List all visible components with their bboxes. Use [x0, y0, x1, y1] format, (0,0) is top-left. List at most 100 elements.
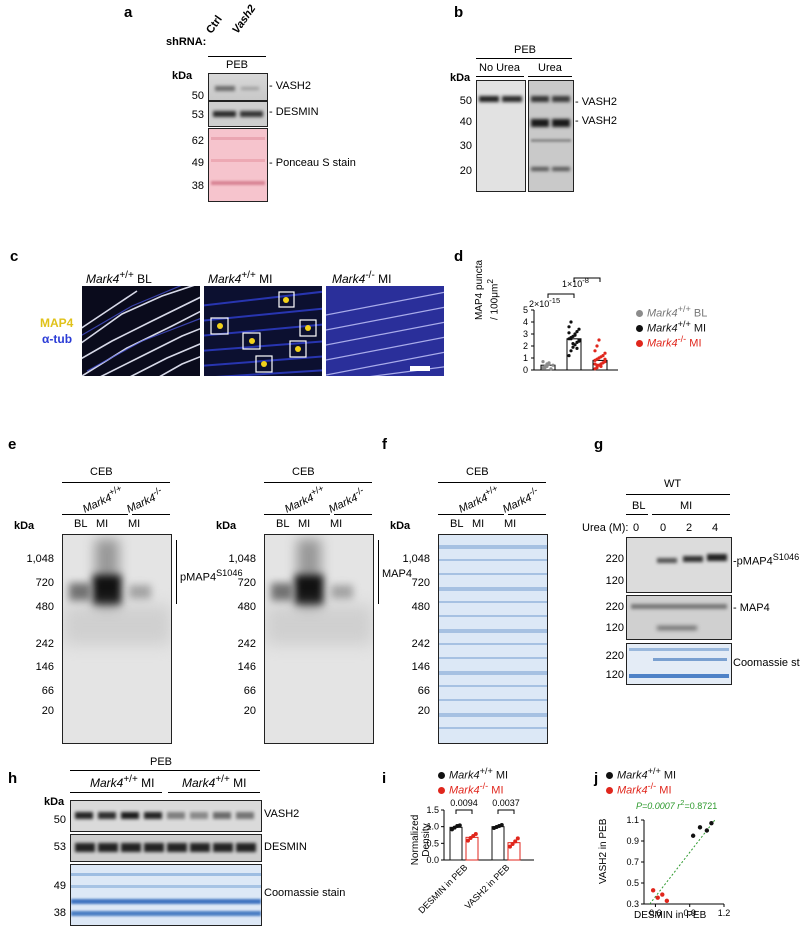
legend-dot [636, 339, 643, 347]
legend-dot [438, 786, 445, 794]
ceb-marker: 146 [411, 661, 430, 673]
band-ponceau: - Ponceau S stain [269, 157, 356, 169]
ceb-band-ko [129, 585, 151, 599]
panel-label-a: a [124, 4, 133, 21]
legend-gene: Mark4 [449, 784, 480, 797]
d-point [601, 361, 605, 365]
legend-cond: MI [660, 769, 677, 782]
h-desmin-band [121, 843, 141, 852]
ceb-lane: BL [74, 518, 88, 530]
ceb-marker: 720 [35, 577, 54, 589]
legend-item: Mark4-/- MI [636, 334, 702, 350]
h-blot-coomassie [70, 864, 262, 926]
ceb-geno-ko: Mark4-/- [124, 484, 164, 516]
h-blot-desmin [70, 834, 262, 862]
ceb-marker: 146 [237, 661, 256, 673]
marker-b-20: 20 [459, 165, 472, 177]
g-band-map4: - MAP4 [733, 602, 770, 614]
h-vash2-band [121, 812, 139, 819]
ceb-geno-line-2 [132, 514, 170, 515]
i-pval: 0.0037 [492, 798, 520, 808]
ceb-stain-band [439, 699, 547, 701]
d-point [551, 363, 555, 367]
ceb-marker: 20 [417, 705, 430, 717]
h-group-line-2 [168, 792, 260, 793]
j-ylabel: VASH2 in PEB [598, 818, 609, 884]
ceb-fraction: CEB [90, 466, 113, 478]
d-pval-2: 1×10-8 [562, 276, 589, 289]
d-point [569, 337, 573, 341]
marker-49: 49 [191, 157, 204, 169]
ceb-stain-band [439, 727, 547, 729]
group-line-b2 [528, 76, 572, 77]
i-xlabel: VASH2 in PEB [463, 862, 512, 911]
ceb-lane: MI [472, 518, 485, 530]
g-group-bl: BL [632, 500, 646, 512]
h-blot-vash2 [70, 800, 262, 832]
g-wt-line [626, 494, 730, 495]
legend-dot [636, 324, 643, 332]
legend-tub: α-tub [42, 332, 73, 346]
ceb-line [438, 482, 546, 483]
ceb-geno-ko: Mark4-/- [326, 484, 366, 516]
ceb-marker: 242 [411, 638, 430, 650]
d-bar [566, 338, 582, 371]
g-urea-0b: 0 [660, 522, 667, 534]
ceb-lane: MI [330, 518, 343, 530]
d-ytick-label: 5 [523, 305, 528, 315]
h-desmin-band [190, 843, 210, 852]
h-vash2-band [144, 812, 162, 819]
ceb-marker: 1,048 [26, 553, 54, 565]
g-urea-2: 2 [686, 522, 693, 534]
ceb-band-bl [271, 583, 293, 601]
fraction-line [208, 56, 266, 57]
legend-cond: BL [690, 307, 708, 320]
ceb-haze [265, 605, 373, 645]
d-point [567, 325, 571, 329]
ceb-marker: 20 [243, 705, 256, 717]
h-vash2-band [213, 812, 231, 819]
ceb-lane: BL [276, 518, 290, 530]
legend-sup: -/- [479, 781, 489, 791]
ceb-stain-band [439, 657, 547, 659]
d-point [595, 366, 599, 370]
d-point [595, 363, 599, 367]
h-marker-49: 49 [53, 880, 66, 892]
panel-label-i: i [382, 770, 387, 787]
legend-dot [606, 771, 613, 779]
j-point [704, 828, 710, 833]
panel-label-j: j [594, 770, 599, 787]
j-fit-line [649, 819, 716, 905]
h-group-2: Mark4+/+ MI [182, 774, 247, 790]
d-ytick-label: 4 [523, 317, 528, 327]
ceb-marker: 480 [411, 601, 430, 613]
ceb-marker: 146 [35, 661, 54, 673]
legend-item: Mark4-/- MI [606, 781, 672, 797]
ceb-stain-band [439, 601, 547, 603]
h-desmin-band [144, 843, 164, 852]
j-point [697, 825, 703, 830]
ceb-marker: 242 [237, 638, 256, 650]
h-vash2-band [190, 812, 208, 819]
blot-vash2 [208, 73, 268, 101]
band-b-vash2-lower: - VASH2 [575, 115, 617, 127]
j-point [655, 895, 660, 900]
legend-item: Mark4+/+ BL [636, 304, 707, 320]
h-desmin-band [213, 843, 233, 852]
i-ytick-label: 0.0 [426, 855, 439, 865]
d-point [567, 331, 571, 335]
d-point [571, 342, 575, 346]
d-ytick-label: 2 [523, 341, 528, 351]
h-desmin-band [236, 843, 256, 852]
panel-label-e: e [8, 436, 17, 453]
g-blot-map4 [626, 595, 732, 640]
d-point [545, 364, 549, 368]
fraction-line-b [476, 58, 572, 59]
legend-dot [636, 309, 643, 317]
marker-50: 50 [191, 90, 204, 102]
ceb-marker: 20 [41, 705, 54, 717]
legend-gene: Mark4 [449, 769, 480, 782]
h-group-line-1 [70, 792, 162, 793]
h-vash2-band [167, 812, 185, 819]
g-urea-0a: 0 [633, 522, 640, 534]
